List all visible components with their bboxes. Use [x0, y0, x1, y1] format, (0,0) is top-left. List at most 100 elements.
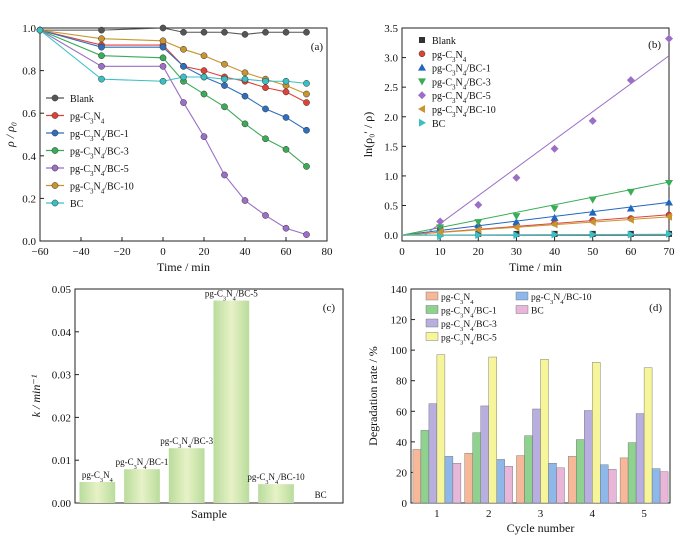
data-point	[551, 230, 559, 239]
bar	[584, 410, 593, 504]
fit-line	[401, 233, 670, 236]
y-tick-label: 100	[391, 345, 408, 357]
data-point	[241, 92, 249, 100]
y-tick-label: 0.8	[22, 66, 36, 78]
bar	[643, 367, 653, 504]
panel-c-rate-constant-bars: 0.00 0.01 0.02 0.03 0.04 0.05 Sample k / min⁻¹ (…	[29, 284, 344, 521]
data-point	[512, 223, 520, 232]
legend-marker	[419, 37, 425, 43]
data-point	[36, 26, 44, 34]
data-point	[550, 220, 558, 229]
y-tick-label: 0.00	[52, 498, 72, 510]
y-tick-label: 1.0	[22, 23, 36, 35]
legend-marker	[51, 147, 59, 154]
data-point	[474, 219, 483, 227]
x-tick-label: 60	[281, 246, 293, 258]
bar	[412, 449, 422, 504]
legend-label: pg-C3N4/BC-1	[432, 64, 491, 78]
fit-line	[401, 201, 670, 236]
bar	[79, 482, 116, 503]
bar	[480, 405, 489, 504]
y-tick-label: 140	[391, 284, 408, 296]
legend-label: BC	[531, 307, 544, 317]
y-tick-label: 3.0	[384, 53, 398, 65]
legend-marker	[419, 118, 426, 127]
legend-label: pg-C3N4	[70, 112, 105, 126]
bar	[524, 435, 533, 504]
data-point	[262, 212, 269, 219]
data-point	[626, 215, 634, 224]
y-tick-label: 3.5	[384, 23, 398, 35]
data-point	[436, 217, 445, 226]
data-point	[474, 225, 482, 234]
legend-marker	[51, 112, 59, 119]
legend-label: pg-C3N4/BC-5	[70, 164, 129, 178]
legend-label: pg-C3N4/BC-3	[70, 147, 129, 161]
plot-frame	[74, 288, 344, 504]
x-tick-label: 20	[473, 246, 485, 258]
series-line	[39, 29, 307, 167]
bar-label: pg-C3N4/BC-3	[160, 436, 213, 450]
data-point	[303, 99, 310, 106]
y-tick-label: 1.0	[384, 171, 398, 183]
data-point	[626, 204, 635, 212]
bar	[600, 464, 609, 504]
data-point	[200, 90, 208, 98]
bar	[258, 484, 294, 503]
data-point	[98, 43, 105, 51]
data-point	[282, 224, 290, 232]
data-point	[666, 229, 673, 238]
series-line	[39, 29, 307, 104]
bar	[168, 448, 205, 503]
legend-label: pg-C3N4	[432, 50, 467, 64]
data-point	[221, 103, 228, 111]
legend-swatch	[425, 332, 439, 341]
data-point	[180, 62, 187, 70]
x-tick-label: 40	[240, 246, 252, 258]
legend-label: pg-C3N4/BC-10	[432, 105, 496, 119]
bar	[540, 359, 549, 504]
bar	[548, 463, 557, 504]
y-tick-label: 0.04	[52, 327, 72, 339]
legend-label: pg-C3N4/BC-10	[70, 182, 134, 196]
x-tick-label: 80	[322, 246, 334, 258]
y-tick-label: 60	[396, 406, 408, 418]
fit-line	[401, 216, 670, 236]
data-point	[550, 205, 559, 213]
data-point	[200, 67, 208, 74]
data-point	[241, 75, 249, 83]
bar-label: pg-C3N4/BC-10	[247, 472, 305, 486]
data-point	[262, 105, 269, 113]
data-point	[221, 28, 228, 36]
data-point	[436, 228, 444, 237]
bar	[659, 471, 669, 504]
data-point	[180, 28, 187, 36]
bar	[124, 469, 160, 503]
data-point	[282, 146, 290, 153]
x-tick-label: 5	[641, 508, 647, 520]
bar	[504, 466, 513, 504]
data-point	[159, 77, 167, 85]
data-point	[159, 43, 167, 51]
y-tick-label: 20	[396, 467, 408, 479]
legend-label: pg-C3N4	[441, 293, 474, 306]
data-point	[200, 28, 208, 36]
panel-label: (b)	[648, 39, 661, 51]
panel-b-kinetics-scatter: 0 10 20 30 40 50 60 70 0.0 0.5 1.0 1.5 2.0 2.5 3.0 3.5 T…	[361, 23, 675, 274]
x-tick-label: 60	[625, 246, 637, 258]
data-point	[200, 52, 208, 60]
legend-label: BC	[70, 199, 84, 210]
series-line	[39, 29, 307, 84]
data-point	[180, 99, 187, 106]
y-tick-label: 80	[396, 376, 408, 388]
x-tick-label: 20	[199, 246, 211, 258]
data-point	[262, 28, 269, 36]
panel-a-line-chart: −60 −40 −20 0 20 40 60 80 0.0 0.2 0.4 0.6 0.8 1.0 Time…	[3, 23, 333, 274]
legend-marker	[418, 105, 425, 113]
y-axis-label: ρ / ρ₀	[3, 122, 17, 148]
plot-frame	[39, 27, 328, 242]
data-point	[262, 77, 269, 85]
data-point	[221, 82, 228, 89]
data-point	[241, 197, 249, 204]
